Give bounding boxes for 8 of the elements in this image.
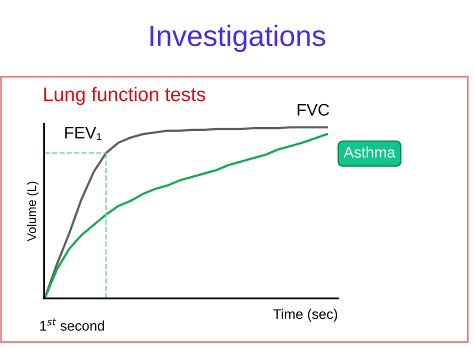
text: FVC xyxy=(298,104,330,116)
annotation: FEV₁ xyxy=(65,126,102,140)
y-axis-title: Volume (L) xyxy=(26,182,39,242)
x-axis-title: Time (sec) xyxy=(273,308,338,322)
chart-title: Investigations xyxy=(150,24,326,52)
text: 1$^{st}$ second xyxy=(40,318,104,331)
chart-subtitle: Lung function tests xyxy=(44,86,206,106)
text: Asthma xyxy=(344,146,396,158)
